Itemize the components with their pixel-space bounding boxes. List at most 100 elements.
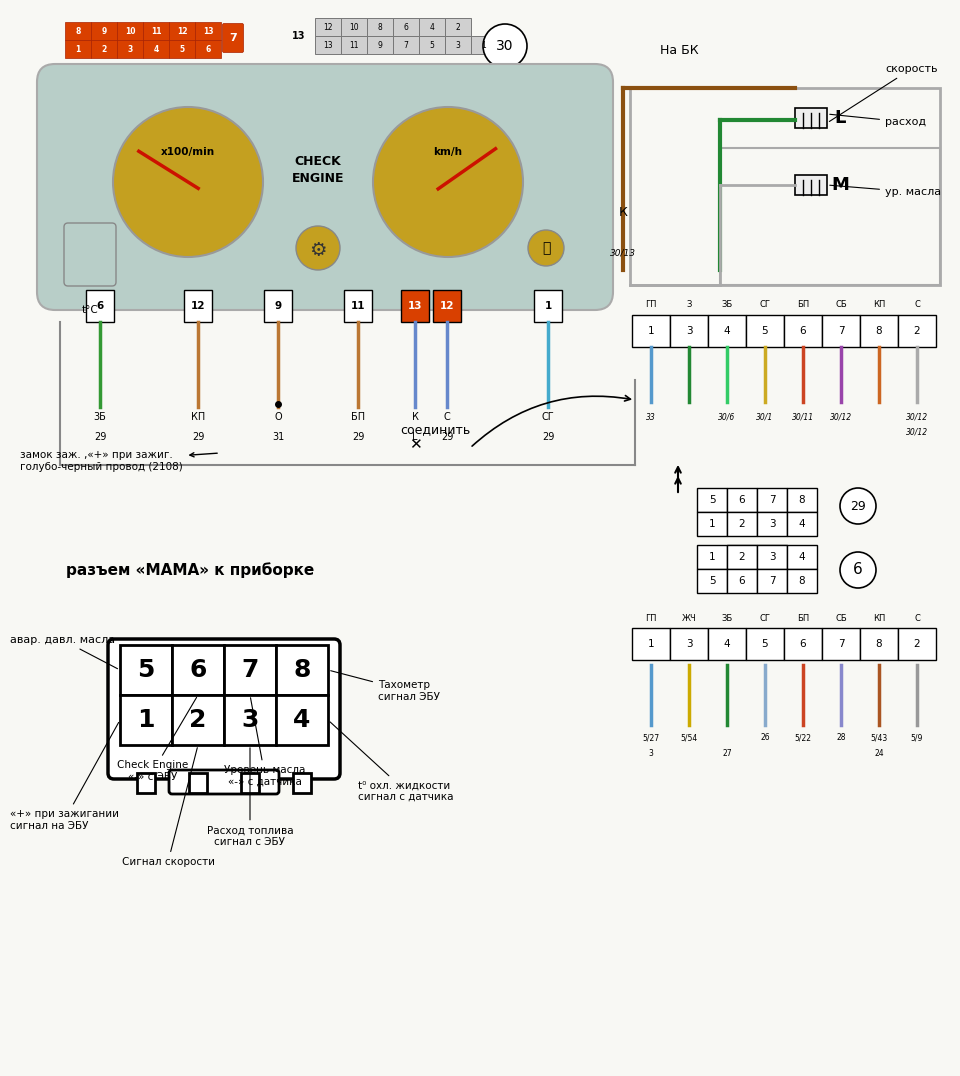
Text: 9: 9 xyxy=(102,27,107,36)
FancyBboxPatch shape xyxy=(37,63,613,310)
Text: 8: 8 xyxy=(294,659,311,682)
Bar xyxy=(757,512,787,536)
Text: 1: 1 xyxy=(708,519,715,529)
Text: СГ: СГ xyxy=(541,412,554,422)
Bar xyxy=(120,645,172,695)
Bar xyxy=(117,40,143,58)
Bar xyxy=(822,315,860,346)
Bar xyxy=(276,645,328,695)
Text: 29: 29 xyxy=(541,431,554,442)
Text: 2: 2 xyxy=(914,639,921,649)
Bar xyxy=(784,315,822,346)
Bar xyxy=(341,36,367,54)
FancyBboxPatch shape xyxy=(108,639,340,779)
Text: 11: 11 xyxy=(151,27,161,36)
Bar xyxy=(341,18,367,36)
Text: 30/13: 30/13 xyxy=(610,249,636,257)
Text: СГ: СГ xyxy=(759,300,771,309)
Text: 12: 12 xyxy=(440,301,454,311)
Text: ЗБ: ЗБ xyxy=(721,614,732,623)
Bar xyxy=(143,40,169,58)
Bar xyxy=(727,569,757,593)
Text: 30/12: 30/12 xyxy=(906,427,928,437)
FancyBboxPatch shape xyxy=(169,770,279,794)
Bar xyxy=(393,36,419,54)
Text: ⚙: ⚙ xyxy=(309,241,326,259)
Bar xyxy=(344,291,372,322)
Text: ЗБ: ЗБ xyxy=(721,300,732,309)
Text: 5: 5 xyxy=(180,44,184,54)
Bar xyxy=(787,569,817,593)
Text: 2: 2 xyxy=(189,708,206,732)
Text: ГП: ГП xyxy=(645,300,657,309)
Text: На БК: На БК xyxy=(660,43,699,57)
Bar xyxy=(697,489,727,512)
FancyBboxPatch shape xyxy=(223,24,244,53)
Bar xyxy=(898,315,936,346)
Text: Уровень масла
«-» с датчика: Уровень масла «-» с датчика xyxy=(225,697,305,787)
Text: 13: 13 xyxy=(292,31,305,41)
Text: 3: 3 xyxy=(769,519,776,529)
Text: 11: 11 xyxy=(349,41,359,49)
Text: 1: 1 xyxy=(482,41,487,49)
Text: 1: 1 xyxy=(76,44,81,54)
Text: 3: 3 xyxy=(685,326,692,336)
Text: БП: БП xyxy=(797,614,809,623)
Bar xyxy=(91,40,117,58)
Text: 30/6: 30/6 xyxy=(718,412,735,422)
Text: 2: 2 xyxy=(102,44,107,54)
Circle shape xyxy=(840,552,876,587)
Text: авар. давл. масла: авар. давл. масла xyxy=(10,635,117,668)
Bar xyxy=(445,18,471,36)
FancyBboxPatch shape xyxy=(64,223,116,286)
Bar xyxy=(697,512,727,536)
Text: 4: 4 xyxy=(799,519,805,529)
Text: СГ: СГ xyxy=(759,614,771,623)
Bar xyxy=(471,36,497,54)
Text: БП: БП xyxy=(797,300,809,309)
Text: «+» при зажигании
сигнал на ЭБУ: «+» при зажигании сигнал на ЭБУ xyxy=(10,722,119,831)
Circle shape xyxy=(528,230,564,266)
Text: 1: 1 xyxy=(137,708,155,732)
Bar xyxy=(172,645,224,695)
Bar xyxy=(898,628,936,660)
Bar xyxy=(276,695,328,745)
Text: скорость: скорость xyxy=(829,63,938,122)
Text: замок заж. ,«+» при зажиг.
голубо-черный провод (2108): замок заж. ,«+» при зажиг. голубо-черный… xyxy=(20,451,217,472)
Bar xyxy=(169,22,195,40)
Text: 26: 26 xyxy=(760,734,770,742)
Bar xyxy=(143,22,169,40)
Text: ✕: ✕ xyxy=(409,438,421,453)
Text: 3Б: 3Б xyxy=(93,412,107,422)
Text: 5: 5 xyxy=(137,659,155,682)
Bar xyxy=(315,18,341,36)
Bar xyxy=(91,22,117,40)
Text: 31: 31 xyxy=(272,431,284,442)
Text: 2: 2 xyxy=(738,552,745,562)
Text: 3: 3 xyxy=(241,708,258,732)
Bar xyxy=(419,36,445,54)
Bar xyxy=(367,18,393,36)
Bar xyxy=(784,628,822,660)
Text: 9: 9 xyxy=(377,41,382,49)
Text: Check Engine
«-» с ЭБУ: Check Engine «-» с ЭБУ xyxy=(117,697,197,782)
Bar xyxy=(401,291,429,322)
Text: L: L xyxy=(834,109,846,127)
Text: 30/1: 30/1 xyxy=(756,412,774,422)
Text: 3: 3 xyxy=(649,749,654,758)
Text: M: M xyxy=(831,176,849,194)
Bar xyxy=(720,148,940,285)
Text: 8: 8 xyxy=(876,326,882,336)
Bar xyxy=(795,175,827,195)
Bar xyxy=(393,18,419,36)
Text: 6: 6 xyxy=(96,301,104,311)
Text: 2: 2 xyxy=(914,326,921,336)
Text: С: С xyxy=(914,300,920,309)
Text: 29: 29 xyxy=(851,499,866,512)
Text: БП: БП xyxy=(351,412,365,422)
Text: 7: 7 xyxy=(838,326,844,336)
Bar xyxy=(169,40,195,58)
Bar xyxy=(697,546,727,569)
Bar xyxy=(697,569,727,593)
Text: 9: 9 xyxy=(275,301,281,311)
